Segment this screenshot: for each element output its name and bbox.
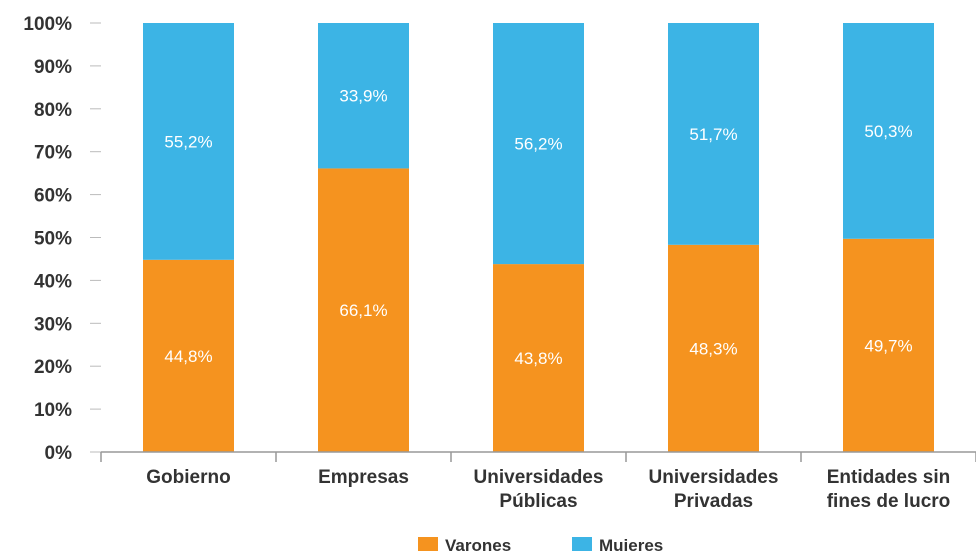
bar-mujeres: [668, 23, 759, 245]
bar-mujeres: [318, 23, 409, 169]
legend-label-mujeres: Mujeres: [599, 536, 663, 551]
data-label: 66,1%: [339, 301, 387, 320]
legend: Varones Mujeres: [418, 536, 663, 551]
legend-swatch-varones: [418, 537, 438, 551]
y-tick-label: 50%: [34, 229, 72, 250]
x-tick-label: Entidades sin fines de lucro: [827, 467, 951, 512]
data-label: 48,3%: [689, 339, 737, 358]
bar-varones: [318, 168, 409, 452]
y-tick-label: 10%: [34, 400, 72, 421]
y-tick-label: 0%: [45, 443, 73, 464]
bar-varones: [843, 238, 934, 452]
y-tick-label: 80%: [34, 100, 72, 121]
x-tick-label: Universidades Públicas: [474, 467, 604, 512]
x-tick-label: Universidades Privadas: [649, 467, 779, 512]
legend-label-varones: Varones: [445, 536, 511, 551]
data-label: 33,9%: [339, 87, 387, 106]
y-tick-label: 70%: [34, 143, 72, 164]
data-label: 55,2%: [164, 132, 212, 151]
bar-varones: [668, 244, 759, 452]
bar-mujeres: [493, 23, 584, 265]
data-label: 50,3%: [864, 122, 912, 141]
y-tick-label: 90%: [34, 57, 72, 78]
bars: 44,8% 55,2% 66,1% 33,9% 43,8% 56,2% 48,3% 51,7%…: [143, 23, 934, 452]
bar-varones: [143, 259, 234, 452]
y-tick-label: 100%: [23, 14, 72, 35]
bar-mujeres: [843, 23, 934, 239]
y-tick-label: 40%: [34, 271, 72, 292]
data-label: 44,8%: [164, 347, 212, 366]
data-label: 49,7%: [864, 336, 912, 355]
y-tick-label: 30%: [34, 314, 72, 335]
bar-mujeres: [143, 23, 234, 260]
y-axis: 0% 10% 20% 30% 40% 50% 60% 70% 80% 90% 100%: [23, 14, 101, 464]
x-axis: Gobierno Empresas Universidades Públicas Uni…: [100, 451, 976, 512]
y-tick-label: 60%: [34, 186, 72, 207]
y-tick-label: 20%: [34, 357, 72, 378]
x-tick-label: Empresas: [318, 467, 409, 488]
bar-varones: [493, 264, 584, 452]
data-label: 43,8%: [514, 349, 562, 368]
data-label: 51,7%: [689, 125, 737, 144]
data-label: 56,2%: [514, 135, 562, 154]
x-tick-label: Gobierno: [146, 467, 230, 488]
legend-swatch-mujeres: [572, 537, 592, 551]
